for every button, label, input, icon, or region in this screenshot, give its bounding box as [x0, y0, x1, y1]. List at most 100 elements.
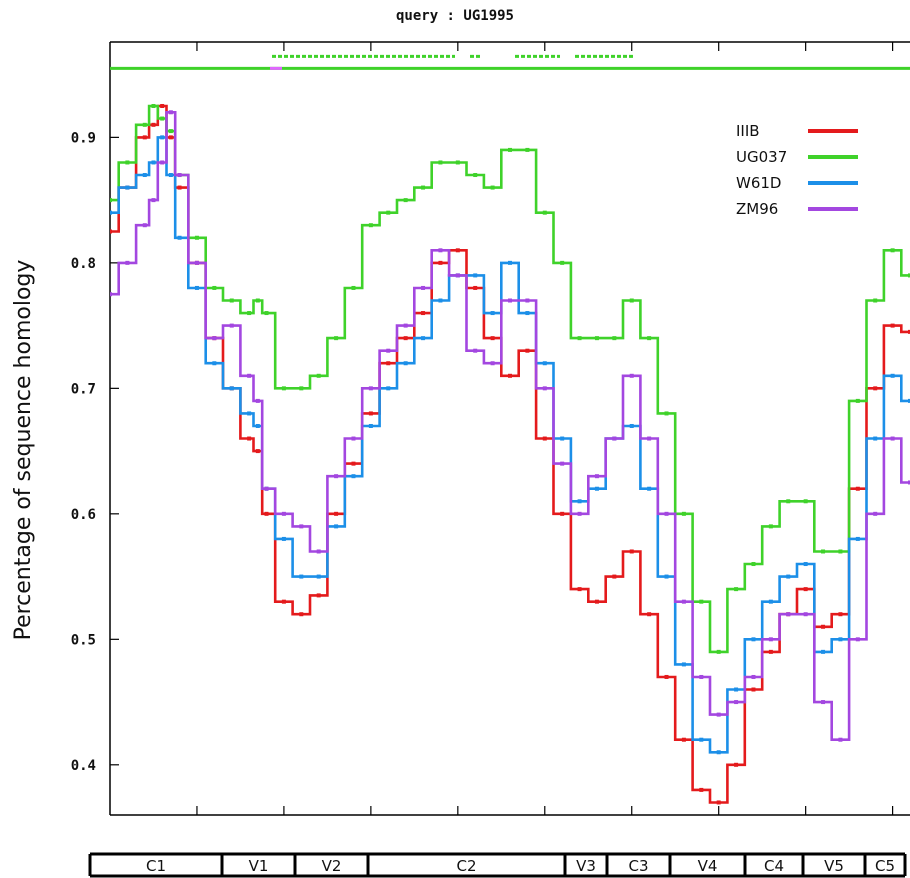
- point-IIIB-37: [699, 787, 704, 792]
- point-ZM96-2: [142, 223, 147, 228]
- point-IIIB-47: [873, 386, 878, 391]
- point-ZM96-16: [334, 474, 339, 479]
- point-IIIB-41: [768, 649, 773, 654]
- point-W61D-29: [560, 436, 565, 441]
- point-IIIB-43: [803, 587, 808, 592]
- point-ZM96-7: [194, 260, 199, 265]
- point-IIIB-25: [490, 336, 495, 341]
- point-UG037-49: [908, 273, 910, 278]
- point-UG037-46: [855, 398, 860, 403]
- point-W61D-11: [255, 423, 260, 428]
- point-UG037-33: [629, 298, 634, 303]
- point-IIIB-13: [281, 599, 286, 604]
- point-ZM96-49: [908, 480, 910, 485]
- chart-title: query : UG1995: [395, 8, 514, 24]
- point-W61D-27: [525, 311, 530, 316]
- y-tick-label-1: 0.8: [71, 256, 96, 272]
- point-ZM96-10: [247, 373, 252, 378]
- point-ZM96-25: [490, 361, 495, 366]
- point-UG037-34: [647, 336, 652, 341]
- point-IIIB-15: [316, 593, 321, 598]
- point-W61D-26: [508, 260, 512, 265]
- point-UG037-45: [838, 549, 843, 554]
- point-UG037-15: [316, 373, 321, 378]
- series-line-IIIB: [110, 104, 910, 804]
- point-UG037-27: [525, 147, 530, 152]
- point-IIIB-33: [629, 549, 634, 554]
- point-W61D-49: [908, 398, 910, 403]
- point-IIIB-24: [473, 285, 478, 290]
- point-W61D-24: [473, 273, 478, 278]
- point-IIIB-44: [821, 624, 826, 629]
- point-IIIB-28: [542, 436, 547, 441]
- point-W61D-0: [110, 210, 112, 215]
- point-W61D-37: [699, 737, 704, 742]
- point-ZM96-45: [838, 737, 843, 742]
- point-ZM96-48: [890, 436, 895, 441]
- point-IIIB-2: [142, 135, 147, 140]
- point-W61D-41: [768, 599, 773, 604]
- point-ZM96-42: [786, 612, 791, 617]
- point-IIIB-32: [612, 574, 617, 579]
- point-IIIB-6: [177, 185, 182, 190]
- point-W61D-17: [351, 474, 356, 479]
- point-ZM96-22: [438, 248, 443, 253]
- point-UG037-36: [681, 511, 686, 516]
- point-W61D-35: [664, 574, 669, 579]
- point-W61D-10: [247, 411, 252, 416]
- point-IIIB-19: [386, 361, 391, 366]
- point-UG037-43: [803, 499, 808, 504]
- point-UG037-29: [560, 260, 565, 265]
- point-IIIB-49: [908, 329, 910, 334]
- point-IIIB-36: [681, 737, 686, 742]
- point-W61D-38: [716, 750, 721, 755]
- point-W61D-44: [821, 649, 826, 654]
- point-IIIB-17: [351, 461, 356, 466]
- point-UG037-35: [664, 411, 669, 416]
- point-W61D-31: [594, 486, 599, 491]
- point-IIIB-20: [403, 336, 408, 341]
- point-UG037-39: [734, 587, 739, 592]
- point-ZM96-4: [160, 160, 165, 165]
- point-UG037-4: [160, 116, 165, 121]
- point-IIIB-35: [664, 674, 669, 679]
- point-UG037-1: [125, 160, 130, 165]
- point-IIIB-23: [455, 248, 460, 253]
- point-IIIB-34: [647, 612, 652, 617]
- point-UG037-48: [890, 248, 895, 253]
- point-W61D-15: [316, 574, 321, 579]
- point-UG037-28: [542, 210, 547, 215]
- point-W61D-47: [873, 436, 878, 441]
- point-UG037-40: [751, 562, 756, 567]
- point-ZM96-44: [821, 700, 826, 705]
- point-IIIB-45: [838, 612, 843, 617]
- point-IIIB-10: [247, 436, 252, 441]
- region-label-V1: V1: [249, 857, 269, 875]
- point-UG037-17: [351, 285, 356, 290]
- point-ZM96-35: [664, 511, 669, 516]
- point-IIIB-40: [751, 687, 756, 692]
- point-ZM96-37: [699, 674, 704, 679]
- point-ZM96-36: [681, 599, 686, 604]
- point-ZM96-11: [255, 398, 260, 403]
- region-label-C3: C3: [628, 857, 648, 875]
- point-IIIB-46: [855, 486, 860, 491]
- point-ZM96-18: [368, 386, 373, 391]
- point-IIIB-22: [438, 260, 443, 265]
- point-UG037-8: [212, 285, 217, 290]
- point-IIIB-11: [255, 449, 260, 454]
- point-IIIB-3: [151, 122, 156, 127]
- point-W61D-1: [125, 185, 130, 190]
- point-ZM96-43: [803, 612, 808, 617]
- point-W61D-5: [168, 173, 173, 178]
- point-UG037-26: [508, 147, 512, 152]
- region-label-C2: C2: [456, 857, 476, 875]
- point-IIIB-16: [334, 511, 339, 516]
- region-label-C1: C1: [146, 857, 166, 875]
- region-label-C5: C5: [875, 857, 895, 875]
- point-W61D-22: [438, 298, 443, 303]
- point-W61D-7: [194, 285, 199, 290]
- point-UG037-16: [334, 336, 339, 341]
